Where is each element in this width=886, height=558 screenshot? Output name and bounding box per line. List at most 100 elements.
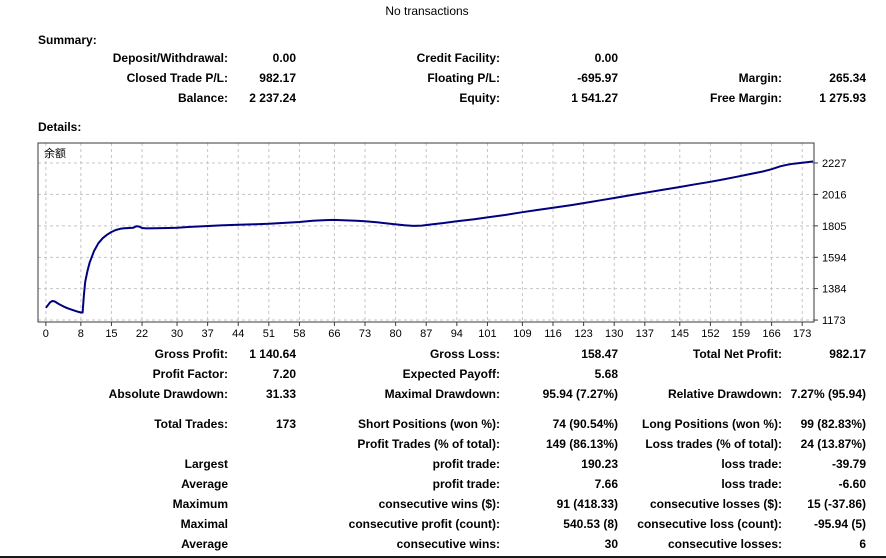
stat-row-b-1-value: 24 (13.87%) bbox=[800, 437, 866, 451]
stat-row-b-4-value bbox=[228, 494, 296, 514]
stat-row-b-0-value: 99 (82.83%) bbox=[800, 417, 866, 431]
x-axis-tick-label: 15 bbox=[105, 328, 117, 340]
stat-row-a-1-label bbox=[618, 364, 782, 384]
x-axis-tick-label: 66 bbox=[328, 328, 340, 340]
x-axis-tick-label: 87 bbox=[420, 328, 432, 340]
stat-row-b-5-label: Maximal bbox=[180, 517, 228, 531]
summary-row-0-label bbox=[618, 48, 782, 68]
stat-row-b-1-label: Loss trades (% of total): bbox=[645, 437, 782, 451]
stat-row-a-0-label: Gross Loss: bbox=[429, 347, 500, 361]
summary-row-2-label: Free Margin: bbox=[709, 91, 782, 105]
x-axis-tick-label: 8 bbox=[78, 328, 84, 340]
summary-row-2-value: 1 541.27 bbox=[571, 91, 618, 105]
balance-chart-svg: 0 8 15 22 30 37 44 51 58 66 73 80 87 94 101 109 116 123 13… bbox=[37, 142, 846, 340]
x-axis-tick-label: 58 bbox=[293, 328, 305, 340]
x-axis-tick-label: 123 bbox=[574, 328, 592, 340]
stat-row-b-3-label: profit trade: bbox=[432, 477, 500, 491]
stat-row-b-3-label: Average bbox=[181, 477, 228, 491]
stat-row-b-1-value bbox=[228, 434, 296, 454]
stat-row-b-2-label: loss trade: bbox=[721, 457, 782, 471]
stat-row-b-2-value bbox=[228, 454, 296, 474]
stat-row-b-6-value bbox=[228, 534, 296, 554]
profit-stats-table: Gross Profit: 1 140.64 Gross Loss: 158.47 To… bbox=[0, 344, 866, 404]
stat-row-a-0-value: 1 140.64 bbox=[249, 347, 296, 361]
stat-row-a-1-label: Expected Payoff: bbox=[402, 367, 500, 381]
stat-row-a-0-label: Total Net Profit: bbox=[692, 347, 782, 361]
y-axis-tick-label: 1173 bbox=[822, 315, 846, 327]
stat-row-a-2-value: 95.94 (7.27%) bbox=[542, 387, 618, 401]
stat-row-b-4-label: Maximum bbox=[172, 497, 228, 511]
stat-row-a-0-value: 982.17 bbox=[829, 347, 866, 361]
summary-row-0-value: 0.00 bbox=[594, 51, 618, 65]
stat-row-b-5-label: consecutive loss (count): bbox=[637, 517, 782, 531]
summary-row-1-label: Floating P/L: bbox=[427, 71, 500, 85]
x-axis-tick-label: 137 bbox=[636, 328, 654, 340]
summary-row-2-label: Equity: bbox=[459, 91, 500, 105]
x-axis-tick-label: 130 bbox=[605, 328, 623, 340]
x-axis-tick-label: 37 bbox=[202, 328, 214, 340]
x-axis-tick-label: 166 bbox=[762, 328, 780, 340]
stat-row-b-0-label: Long Positions (won %): bbox=[642, 417, 782, 431]
stat-row-b-1-label bbox=[0, 434, 228, 454]
stat-row-b-6-label: consecutive losses: bbox=[667, 537, 782, 551]
summary-row-1-value: 982.17 bbox=[259, 71, 296, 85]
y-axis-tick-label: 2016 bbox=[822, 189, 846, 201]
stat-row-b-0-value: 74 (90.54%) bbox=[552, 417, 618, 431]
y-axis-tick-label: 1594 bbox=[822, 252, 846, 264]
x-axis-tick-label: 51 bbox=[263, 328, 275, 340]
summary-row-2-label: Balance: bbox=[177, 91, 228, 105]
x-axis-tick-label: 30 bbox=[171, 328, 183, 340]
stat-row-b-5-value: 540.53 (8) bbox=[563, 517, 618, 531]
x-axis-tick-label: 101 bbox=[478, 328, 496, 340]
stat-row-a-2-value: 7.27% (95.94) bbox=[790, 387, 866, 401]
stat-row-b-3-label: loss trade: bbox=[721, 477, 782, 491]
stat-row-a-1-value: 7.20 bbox=[272, 367, 296, 381]
stat-row-a-1-value bbox=[782, 364, 866, 384]
balance-curve bbox=[45, 160, 814, 314]
no-transactions-title: No transactions bbox=[385, 4, 469, 18]
stat-row-b-3-value: 7.66 bbox=[594, 477, 618, 491]
stat-row-b-3-value bbox=[228, 474, 296, 494]
stat-row-b-3-value: -6.60 bbox=[838, 477, 866, 491]
stat-row-b-6-label: Average bbox=[181, 537, 228, 551]
x-axis-tick-label: 173 bbox=[793, 328, 811, 340]
x-axis-tick-label: 116 bbox=[544, 328, 562, 340]
stat-row-a-2-label: Absolute Drawdown: bbox=[108, 387, 228, 401]
stat-row-b-6-value: 6 bbox=[859, 537, 866, 551]
summary-row-1-value: -695.97 bbox=[577, 71, 618, 85]
x-axis-tick-label: 80 bbox=[389, 328, 401, 340]
x-axis-tick-label: 73 bbox=[359, 328, 371, 340]
x-axis-tick-label: 152 bbox=[701, 328, 719, 340]
summary-table: Deposit/Withdrawal: 0.00 Credit Facility: 0… bbox=[0, 48, 866, 108]
x-axis-tick-label: 145 bbox=[671, 328, 689, 340]
summary-heading: Summary: bbox=[38, 33, 97, 47]
summary-row-0-value bbox=[782, 48, 866, 68]
details-heading: Details: bbox=[38, 120, 82, 134]
stat-row-b-1-label: Profit Trades (% of total): bbox=[357, 437, 500, 451]
y-axis-tick-label: 1805 bbox=[822, 221, 846, 233]
stat-row-a-2-label: Maximal Drawdown: bbox=[384, 387, 500, 401]
stat-row-a-1-label: Profit Factor: bbox=[152, 367, 228, 381]
x-axis-tick-label: 94 bbox=[451, 328, 463, 340]
stat-row-b-4-label: consecutive losses ($): bbox=[649, 497, 782, 511]
x-axis-tick-label: 0 bbox=[43, 328, 49, 340]
summary-row-0-label: Credit Facility: bbox=[416, 51, 500, 65]
stat-row-a-0-value: 158.47 bbox=[581, 347, 618, 361]
x-axis-tick-label: 159 bbox=[732, 328, 750, 340]
stat-row-b-4-value: 91 (418.33) bbox=[556, 497, 618, 511]
stat-row-b-2-value: -39.79 bbox=[831, 457, 866, 471]
stat-row-b-2-value: 190.23 bbox=[581, 457, 618, 471]
stat-row-b-0-value: 173 bbox=[275, 417, 296, 431]
stat-row-b-4-label: consecutive wins ($): bbox=[378, 497, 500, 511]
stat-row-b-5-value: -95.94 (5) bbox=[813, 517, 866, 531]
summary-row-1-label: Margin: bbox=[738, 71, 782, 85]
stat-row-a-2-label: Relative Drawdown: bbox=[667, 387, 782, 401]
stat-row-a-2-value: 31.33 bbox=[265, 387, 296, 401]
x-axis-tick-label: 22 bbox=[136, 328, 148, 340]
stat-row-a-0-label: Gross Profit: bbox=[154, 347, 228, 361]
stat-row-b-5-value bbox=[228, 514, 296, 534]
stat-row-b-0-label: Short Positions (won %): bbox=[358, 417, 500, 431]
stat-row-b-0-label: Total Trades: bbox=[154, 417, 228, 431]
summary-row-0-value: 0.00 bbox=[272, 51, 296, 65]
